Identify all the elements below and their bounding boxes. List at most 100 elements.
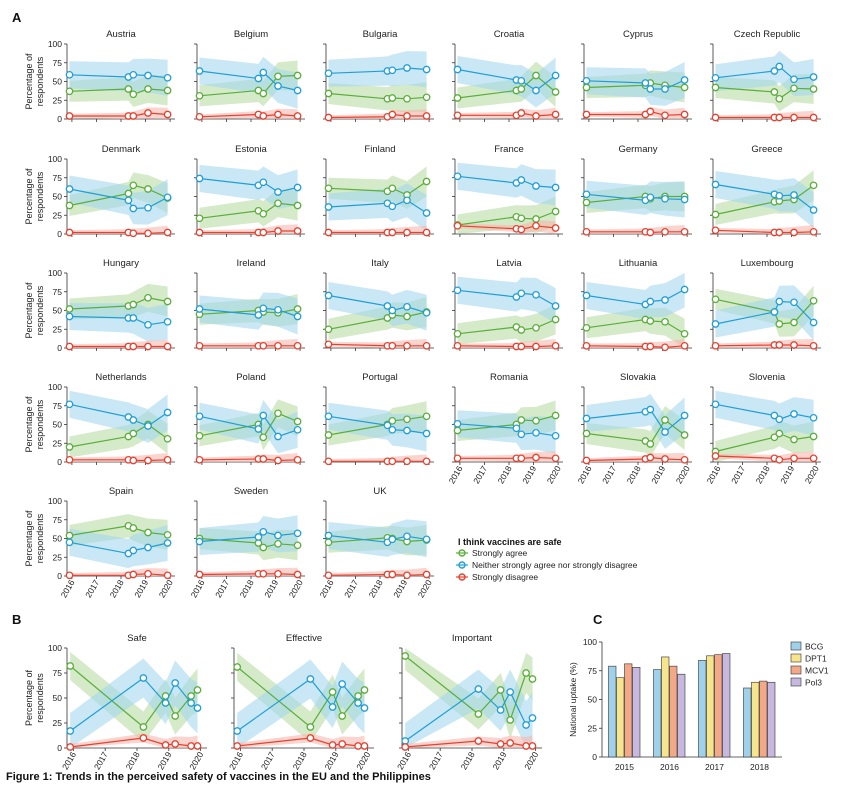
y-tick-label: 25 (53, 95, 63, 105)
disagree-point (163, 571, 172, 580)
neither-point (661, 85, 669, 93)
y-tick-label: 50 (53, 420, 63, 430)
x-tick-label: 2019 (155, 750, 173, 772)
agree-point (517, 416, 526, 424)
agree-point (474, 710, 483, 718)
neither-point (809, 206, 818, 214)
subplot-a-10: Germany (581, 144, 692, 237)
agree-point (171, 712, 180, 720)
disagree-confidence-band (457, 107, 556, 119)
disagree-point (129, 112, 138, 120)
agree-point (129, 181, 138, 190)
disagree-point (388, 110, 397, 119)
neither-point (551, 183, 560, 192)
disagree-point (324, 340, 333, 349)
neither-point (254, 533, 263, 541)
x-tick-label: 2020 (803, 464, 821, 486)
disagree-point (661, 343, 669, 352)
agree-point (129, 90, 138, 99)
neither-point (517, 176, 526, 184)
subplot-a-22: Slovakia 2016 2017 2018 2019 2020 (576, 372, 692, 485)
y-tick-label: 50 (53, 306, 63, 316)
agree-point (144, 528, 152, 537)
agree-point (582, 198, 591, 207)
y-axis-label: respondents (35, 56, 45, 106)
x-tick-label: 2018 (108, 578, 126, 600)
neither-confidence-band (715, 171, 814, 228)
bar-bcg-2016 (653, 669, 662, 758)
x-tick-label: 2016 (447, 464, 465, 486)
disagree-point (453, 221, 462, 230)
neither-point (680, 411, 689, 420)
x-tick-label: 2017 (729, 464, 747, 486)
neither-point (163, 73, 172, 82)
disagree-point (680, 341, 689, 350)
disagree-point (582, 456, 591, 465)
neither-point (403, 196, 411, 205)
disagree-point (646, 107, 655, 116)
disagree-point (274, 456, 282, 465)
disagree-confidence-band (199, 108, 298, 119)
disagree-point (401, 743, 410, 751)
agree-point (403, 94, 411, 103)
disagree-point (171, 740, 180, 748)
disagree-point (129, 456, 138, 465)
bar-bcg-2018 (743, 687, 752, 758)
neither-point (274, 432, 282, 441)
bar-mcv1-2017 (714, 654, 723, 758)
bar-dpt1-2018 (751, 681, 760, 758)
agree-point (324, 325, 333, 334)
neither-point (388, 425, 397, 434)
agree-point (195, 91, 204, 100)
neither-point (680, 195, 689, 204)
x-tick-label: 2017 (92, 750, 110, 772)
disagree-point (453, 341, 462, 350)
y-axis-label: Percentage of (24, 669, 34, 726)
subplot-a-4: Cyprus (581, 29, 692, 122)
disagree-point (324, 113, 333, 122)
agree-confidence-band (586, 307, 685, 348)
neither-point (403, 302, 411, 311)
agree-point (809, 181, 818, 190)
disagree-line (457, 345, 556, 348)
disagree-point (422, 570, 431, 579)
c-x-tick-label: 2015 (615, 762, 634, 772)
neither-point (195, 537, 204, 546)
disagree-point (422, 341, 431, 350)
neither-point (195, 412, 204, 421)
y-tick-label: 100 (48, 496, 62, 506)
neither-point (403, 64, 411, 72)
c-legend-label-mcv1: MCV1 (805, 666, 829, 676)
neither-point (646, 297, 655, 306)
agree-point (293, 305, 302, 313)
x-tick-label: 2016 (59, 578, 77, 600)
agree-point (163, 297, 172, 306)
neither-confidence-band (586, 393, 685, 449)
subplot-title: Effective (286, 633, 322, 644)
y-tick-label: 25 (53, 210, 63, 220)
agree-point (775, 429, 784, 438)
agree-point (259, 89, 268, 98)
x-tick-label: 2020 (416, 578, 434, 600)
x-tick-label: 2016 (227, 750, 245, 772)
agree-point (195, 214, 204, 223)
disagree-point (324, 571, 333, 580)
y-axis-label: respondents (35, 673, 45, 723)
neither-point (129, 416, 138, 424)
c-y-tick-label: 75 (588, 666, 598, 676)
neither-point (254, 311, 263, 319)
neither-point (528, 714, 537, 722)
neither-point (65, 185, 74, 193)
y-axis-label: respondents (35, 285, 45, 335)
neither-point (144, 71, 152, 80)
y-tick-label: 0 (57, 343, 62, 353)
neither-point (453, 419, 462, 428)
agree-point (274, 409, 282, 418)
disagree-point (775, 341, 784, 349)
neither-point (474, 685, 483, 693)
disagree-point (274, 110, 282, 119)
disagree-point (65, 112, 74, 120)
figure-caption: Figure 1: Trends in the perceived safety… (6, 771, 431, 783)
neither-point (403, 426, 411, 435)
